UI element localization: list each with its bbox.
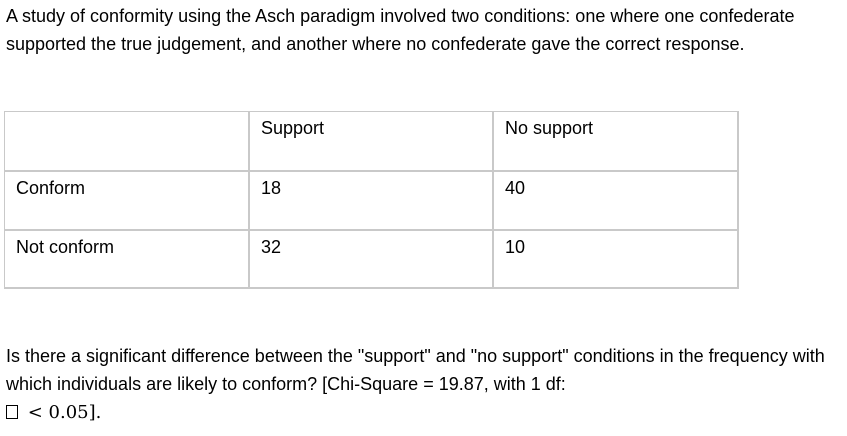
header-cell-no-support: No support (494, 112, 739, 172)
frequency-table: Support No support Conform 18 40 Not con… (4, 111, 739, 289)
cell-not-conform-no-support: 10 (494, 231, 739, 289)
intro-paragraph: A study of conformity using the Asch par… (6, 6, 795, 54)
header-cell-support: Support (250, 112, 494, 172)
missing-glyph-box-icon (6, 405, 18, 419)
table-row: Conform 18 40 (5, 172, 739, 231)
row-label-not-conform: Not conform (5, 231, 250, 289)
cell-conform-no-support: 40 (494, 172, 739, 231)
question-paragraph: Is there a significant difference betwee… (6, 342, 841, 427)
row-label-conform: Conform (5, 172, 250, 231)
significance-level: 0.05 (48, 402, 89, 423)
cell-not-conform-support: 32 (250, 231, 494, 289)
table-header-row: Support No support (5, 112, 739, 172)
header-cell-empty (5, 112, 250, 172)
cell-conform-support: 18 (250, 172, 494, 231)
table-row: Not conform 32 10 (5, 231, 739, 289)
question-tail-suffix: ]. (88, 402, 102, 423)
question-text: Is there a significant difference betwee… (6, 346, 825, 394)
question-tail-prefix: < (22, 402, 49, 423)
